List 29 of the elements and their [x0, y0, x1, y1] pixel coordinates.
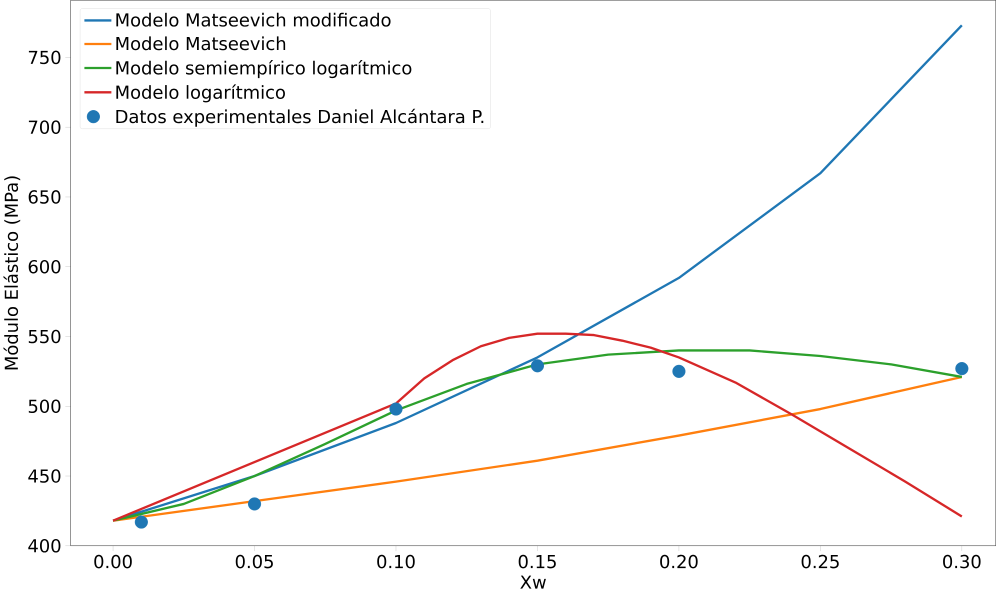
- x-tick-label: 0.30: [943, 554, 981, 568]
- y-tick-label: 650: [28, 190, 60, 204]
- legend-label: Modelo Matseevich modificado: [116, 12, 391, 27]
- x-tick-label: 0.10: [377, 554, 415, 568]
- x-tick-label: 0.25: [802, 554, 839, 568]
- y-axis-title: Módulo Elástico (MPa): [4, 176, 20, 370]
- line-series: [112, 376, 964, 522]
- y-tick-label: 400: [28, 538, 60, 552]
- x-axis-title: Xw: [520, 576, 546, 589]
- legend-label: Modelo logarítmico: [116, 84, 285, 102]
- point: [955, 362, 968, 376]
- y-tick-label: 500: [28, 399, 60, 413]
- y-tick-label: 600: [28, 260, 60, 274]
- x-tick-label: 0.15: [518, 554, 556, 568]
- x-tick-label: 0.20: [660, 554, 698, 568]
- y-tick-label: 750: [28, 50, 60, 64]
- x-tick-label: 0.05: [236, 554, 273, 568]
- legend-label: Modelo Matseevich: [116, 36, 286, 50]
- x-tick-label: 0.00: [94, 554, 132, 568]
- point: [389, 402, 403, 416]
- legend-label: Modelo semiempírico logarítmico: [116, 60, 412, 78]
- point: [530, 359, 544, 372]
- point: [134, 515, 148, 529]
- point: [672, 364, 686, 378]
- legend-label: Datos experimentales Daniel Alcántara P.: [116, 108, 484, 127]
- point: [248, 497, 262, 510]
- y-tick-label: 550: [28, 330, 60, 344]
- y-tick-label: 700: [28, 120, 60, 134]
- y-tick-label: 450: [28, 469, 60, 483]
